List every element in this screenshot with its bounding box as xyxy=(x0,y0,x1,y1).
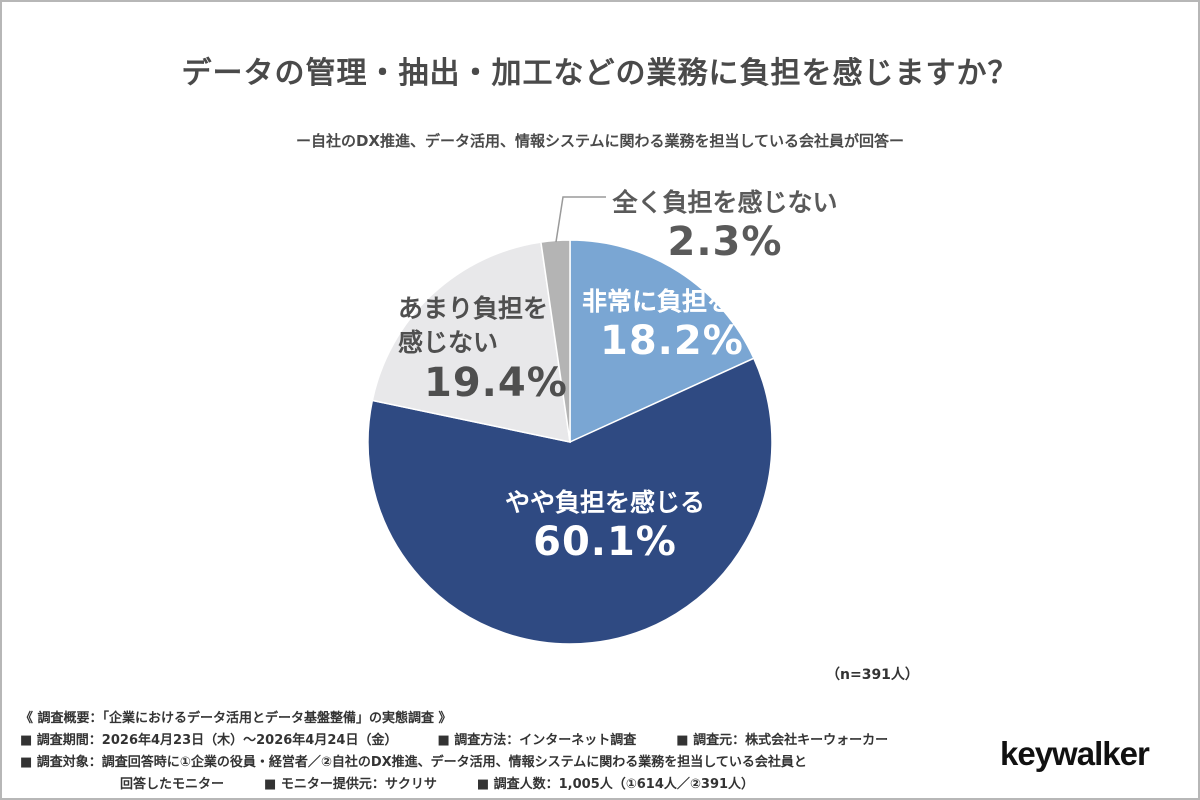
slice-name-not-much-line2: 感じない xyxy=(398,328,499,357)
pie-slice-not-at-all xyxy=(540,239,571,443)
survey-overview: 《 調査概要：「企業におけるデータ活用とデータ基盤整備」の実態調査 》 ■ 調査… xyxy=(20,708,888,796)
slice-name-somewhat: やや負担を感じる xyxy=(504,488,705,517)
sample-size-note: （n=391人） xyxy=(826,667,919,683)
slice-name-not-at-all: 全く負担を感じない xyxy=(612,188,838,217)
slice-label-not-much: あまり負担を 感じない 19.4% xyxy=(398,292,568,406)
slice-value-not-at-all: 2.3% xyxy=(667,219,783,265)
survey-source: ■ 調査元：株式会社キーウォーカー xyxy=(676,733,889,748)
overview-row-3: 回答したモニター ■ モニター提供元：サクリサ ■ 調査人数：1,005人（①614… xyxy=(20,774,888,796)
slice-value-very: 18.2% xyxy=(600,318,744,364)
slice-name-very: 非常に負担を感じる xyxy=(582,287,808,316)
pie-slice-very xyxy=(569,239,755,444)
survey-period: ■ 調査期間：2026年4月23日（木）〜2026年4月24日（金） xyxy=(20,733,398,748)
pie-slice-not-much xyxy=(371,241,571,443)
survey-method: ■ 調査方法：インターネット調査 xyxy=(437,733,637,748)
survey-count: ■ 調査人数：1,005人（①614人／②391人） xyxy=(476,777,755,792)
overview-title: 《 調査概要：「企業におけるデータ活用とデータ基盤整備」の実態調査 》 xyxy=(20,711,452,726)
survey-provider: ■ モニター提供元：サクリサ xyxy=(264,777,437,792)
survey-target-cont: 回答したモニター xyxy=(120,777,225,792)
slice-label-very: 非常に負担を感じる 18.2% xyxy=(582,282,807,364)
slice-label-somewhat: やや負担を感じる 60.1% xyxy=(475,483,735,565)
slice-label-not-at-all: 全く負担を感じない 2.3% xyxy=(610,183,840,265)
chart-subtitle: ー自社のDX推進、データ活用、情報システムに関わる業務を担当している会社員が回答… xyxy=(295,132,905,150)
pie-slice-somewhat xyxy=(367,357,773,645)
slice-value-not-much: 19.4% xyxy=(424,360,568,406)
leader-line xyxy=(555,196,606,243)
survey-target: ■ 調査対象：調査回答時に①企業の役員・経営者／②自社のDX推進、データ活用、情… xyxy=(20,755,807,770)
chart-title: データの管理・抽出・加工などの業務に負担を感じますか？ xyxy=(181,56,1019,91)
slice-name-not-much-line1: あまり負担を xyxy=(398,294,549,323)
keywalker-logo: keywalker xyxy=(1000,735,1150,772)
overview-row-1: ■ 調査期間：2026年4月23日（木）〜2026年4月24日（金） ■ 調査方法… xyxy=(20,730,888,752)
slice-value-somewhat: 60.1% xyxy=(533,519,677,565)
